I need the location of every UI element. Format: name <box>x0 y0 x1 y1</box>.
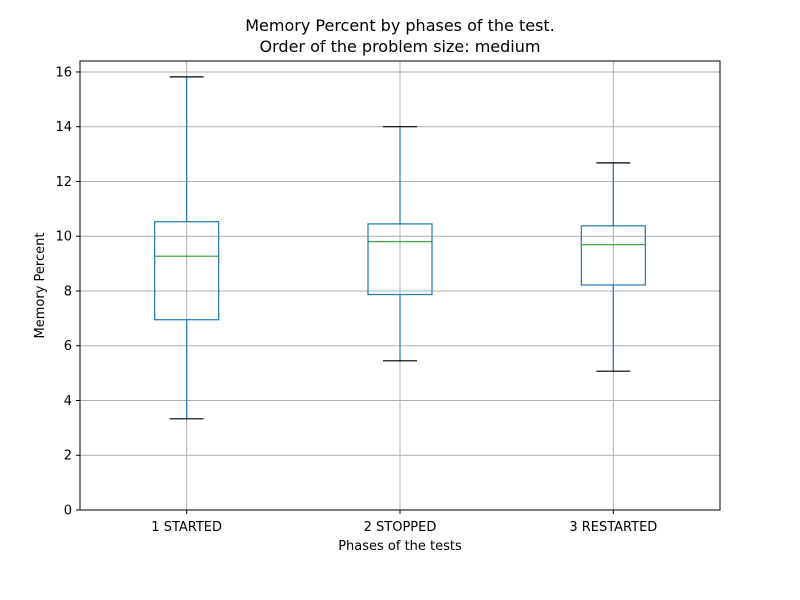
chart-title: Memory Percent by phases of the test. <box>245 16 555 35</box>
y-tick-label: 6 <box>64 339 72 354</box>
chart-subtitle: Order of the problem size: medium <box>260 37 541 56</box>
box-group <box>367 126 433 362</box>
y-tick-label: 2 <box>64 449 72 464</box>
y-tick-label: 12 <box>55 175 72 190</box>
y-tick-label: 10 <box>55 230 72 245</box>
y-axis-label: Memory Percent <box>33 233 48 339</box>
x-tick-label: 1 STARTED <box>151 520 222 535</box>
box-group <box>580 162 646 372</box>
ticks-layer: 0 2 4 6 8 10 12 14 16 1 STARTED 2 STOPPED 3 RESTART… <box>55 65 657 535</box>
x-tick-label: 2 STOPPED <box>364 520 437 535</box>
iqr-box <box>154 221 220 321</box>
iqr-box <box>367 223 433 296</box>
y-tick-label: 16 <box>55 65 72 80</box>
iqr-box <box>580 225 646 286</box>
x-tick-label: 3 RESTARTED <box>569 520 657 535</box>
y-tick-label: 14 <box>55 120 72 135</box>
boxes-layer <box>154 76 646 420</box>
y-tick-label: 0 <box>64 504 72 519</box>
y-tick-label: 8 <box>64 284 72 299</box>
x-axis-label: Phases of the tests <box>338 539 462 554</box>
box-group <box>154 76 220 420</box>
y-tick-label: 4 <box>64 394 72 409</box>
